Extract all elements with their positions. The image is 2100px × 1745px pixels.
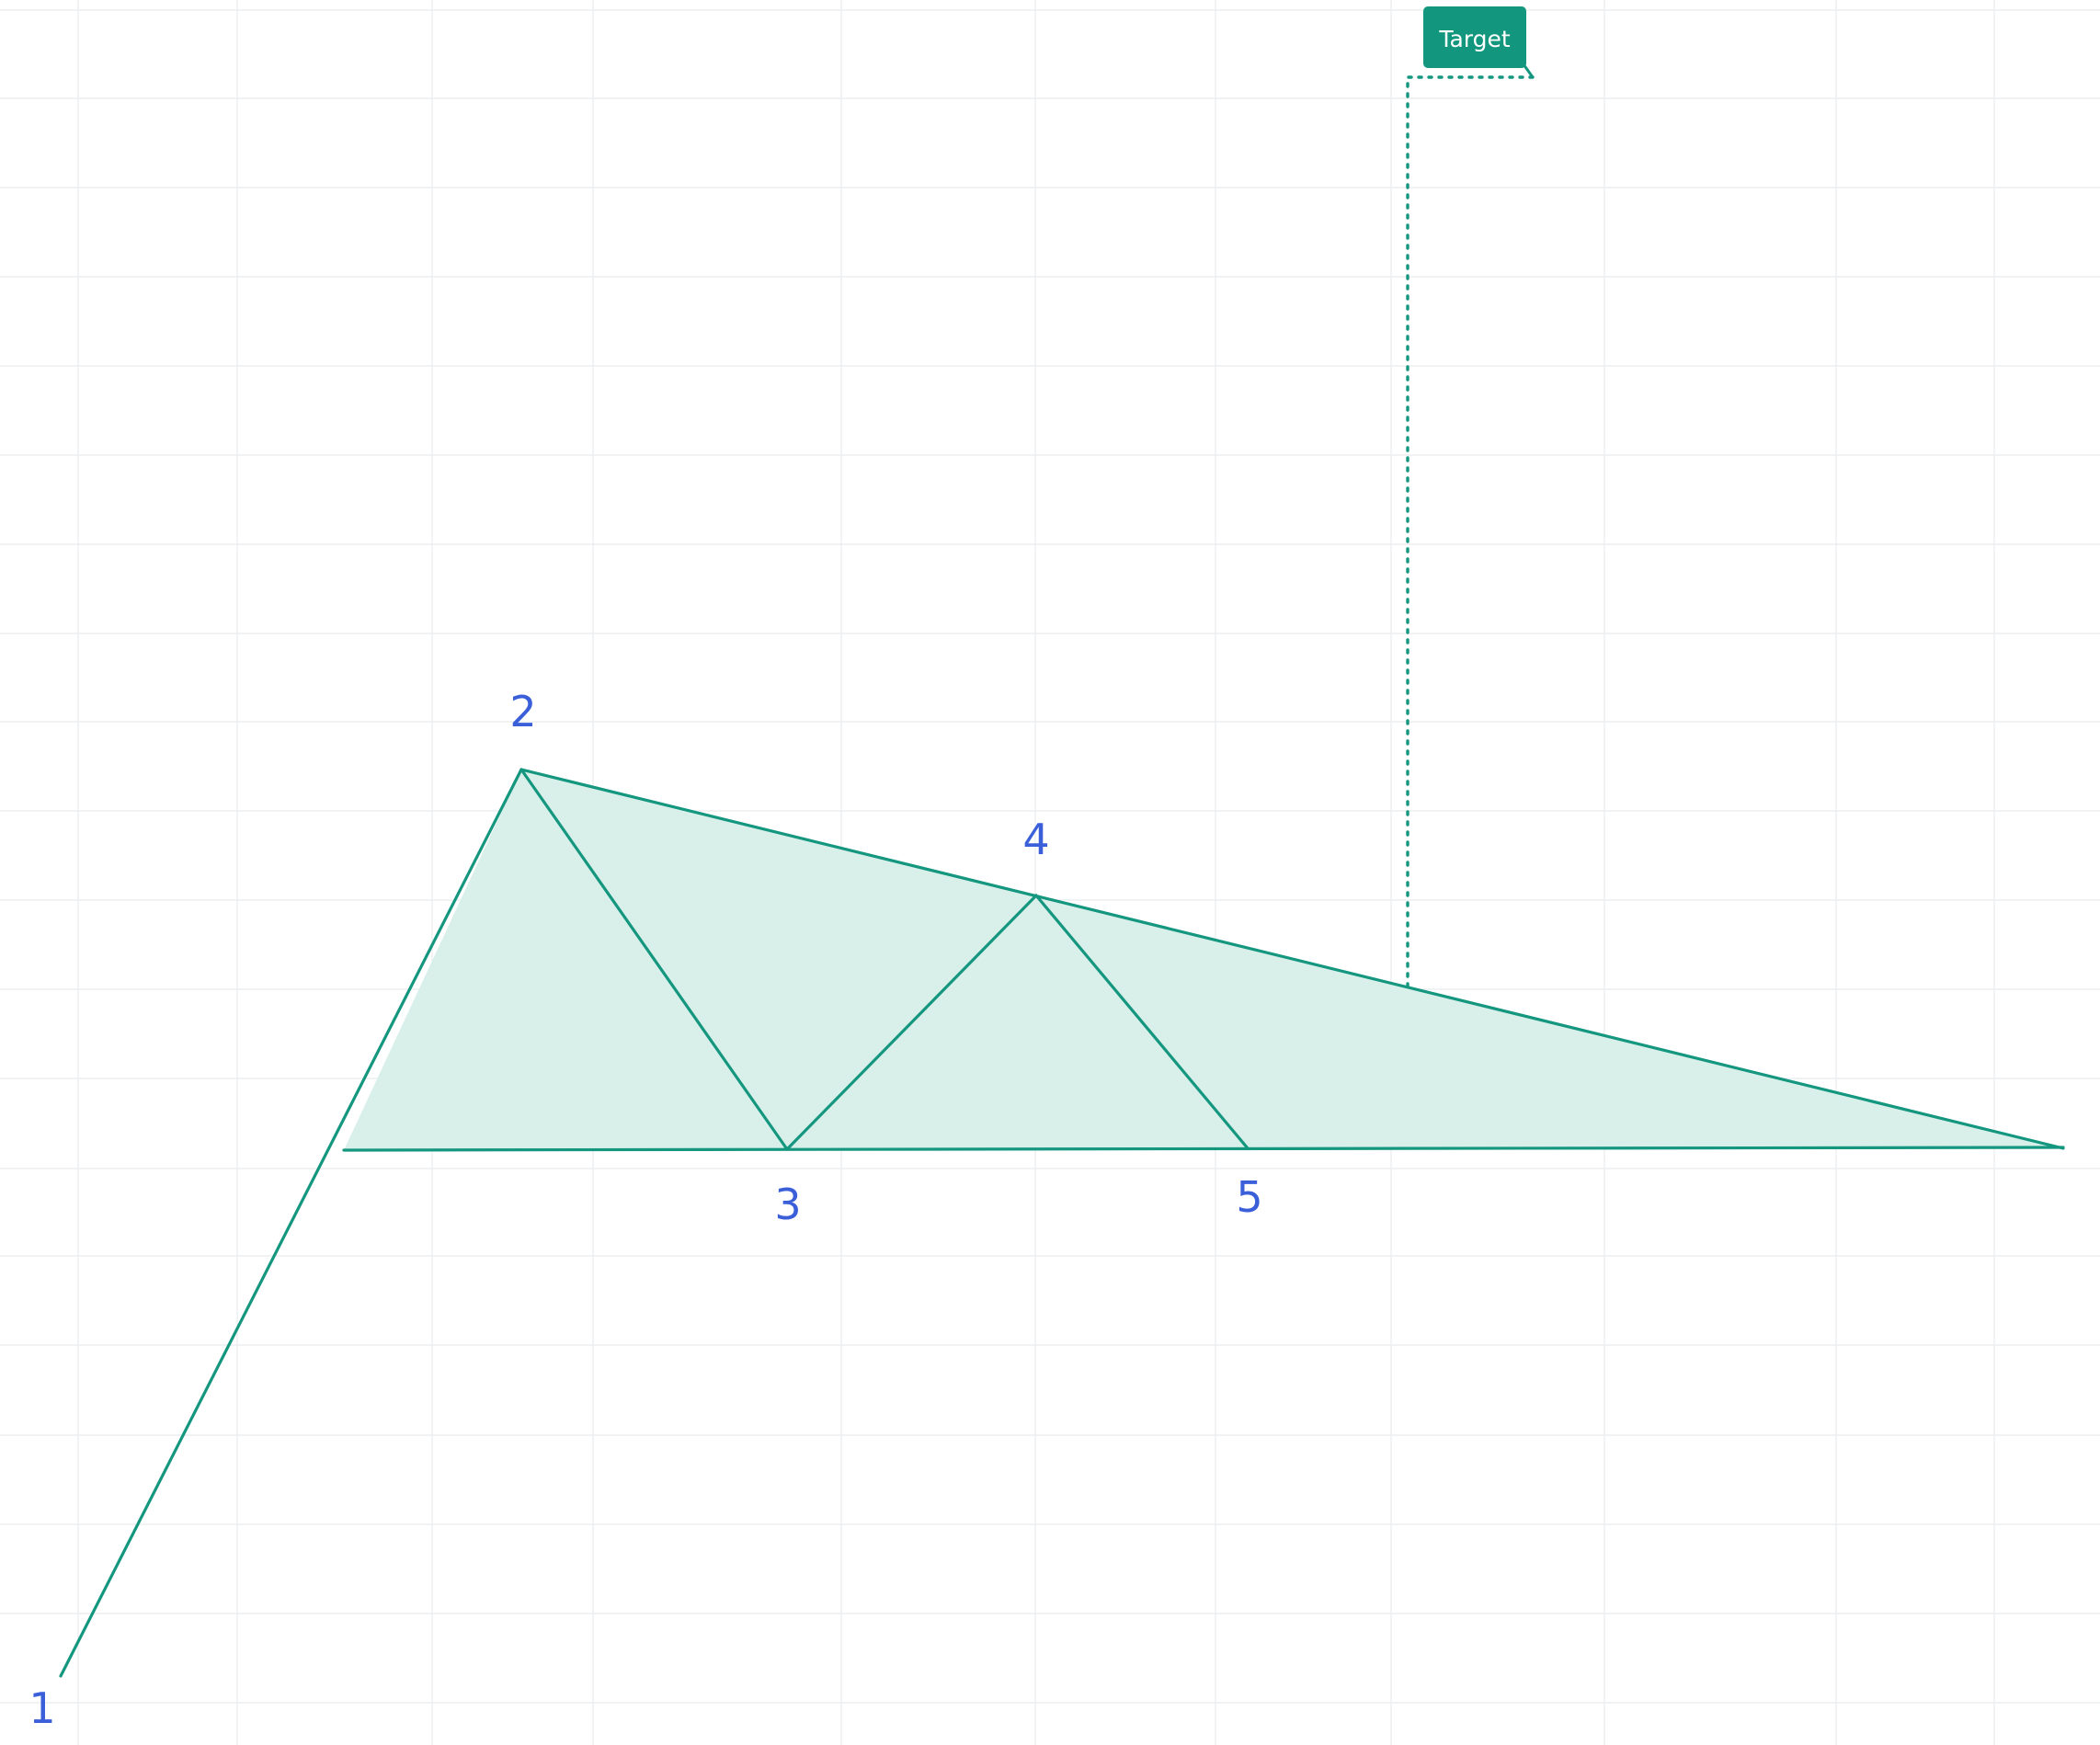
point-label-3: 3	[774, 1180, 801, 1229]
wave-segment-3-4	[785, 894, 1038, 1151]
wave-segment-1-2	[59, 768, 523, 1678]
target-badge-label: Target	[1438, 26, 1511, 52]
wave-segment-4-5	[1034, 894, 1250, 1150]
point-label-4: 4	[1022, 815, 1049, 864]
target-badge[interactable]: Target	[1423, 6, 1526, 68]
wave-segment-2-3	[519, 768, 789, 1151]
upper-trendline	[519, 768, 2065, 1150]
point-label-5: 5	[1236, 1172, 1262, 1222]
point-label-2: 2	[509, 687, 536, 736]
triangle-area-fill	[344, 770, 2063, 1150]
target-badge-background	[1423, 6, 1526, 68]
point-label-1: 1	[29, 1683, 55, 1733]
lower-trendline	[342, 1146, 2065, 1152]
target-connector-line	[1406, 75, 1535, 988]
